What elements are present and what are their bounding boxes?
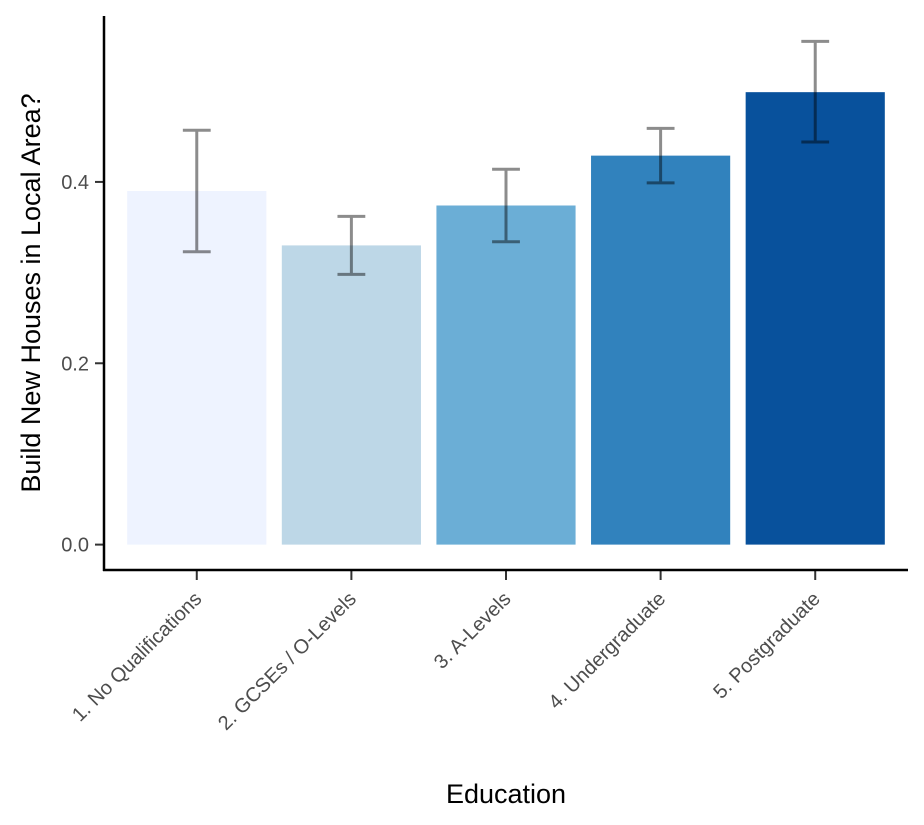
error-bar xyxy=(801,39,830,144)
x-axis-title: Education xyxy=(446,779,566,809)
y-tick-label: 0.2 xyxy=(61,353,89,375)
error-bar xyxy=(646,126,675,185)
x-tick-label: 3. A-Levels xyxy=(430,588,516,674)
bar xyxy=(281,245,421,545)
x-tick-label: 4. Undergraduate xyxy=(545,588,671,714)
bar xyxy=(745,92,885,545)
x-tick-label: 2. GCSEs / O-Levels xyxy=(214,588,361,735)
bars-group xyxy=(127,92,885,545)
bar xyxy=(436,205,576,545)
y-axis-ticks: 0.0 0.2 0.4 xyxy=(61,172,104,557)
x-axis-ticks: 1. No Qualifications 2. GCSEs / O-Levels 3… xyxy=(68,571,825,735)
x-tick-label: 5. Postgraduate xyxy=(709,588,824,703)
y-axis-title: Build New Houses in Local Area? xyxy=(16,93,46,492)
error-bar xyxy=(182,128,211,254)
error-bar xyxy=(492,167,520,244)
y-tick-label: 0.0 xyxy=(61,535,89,557)
bar xyxy=(591,155,731,545)
bar xyxy=(127,190,267,545)
y-tick-label: 0.4 xyxy=(61,172,89,194)
error-bars-group xyxy=(182,39,830,276)
x-tick-label: 1. No Qualifications xyxy=(68,588,206,726)
error-bar xyxy=(337,214,366,276)
